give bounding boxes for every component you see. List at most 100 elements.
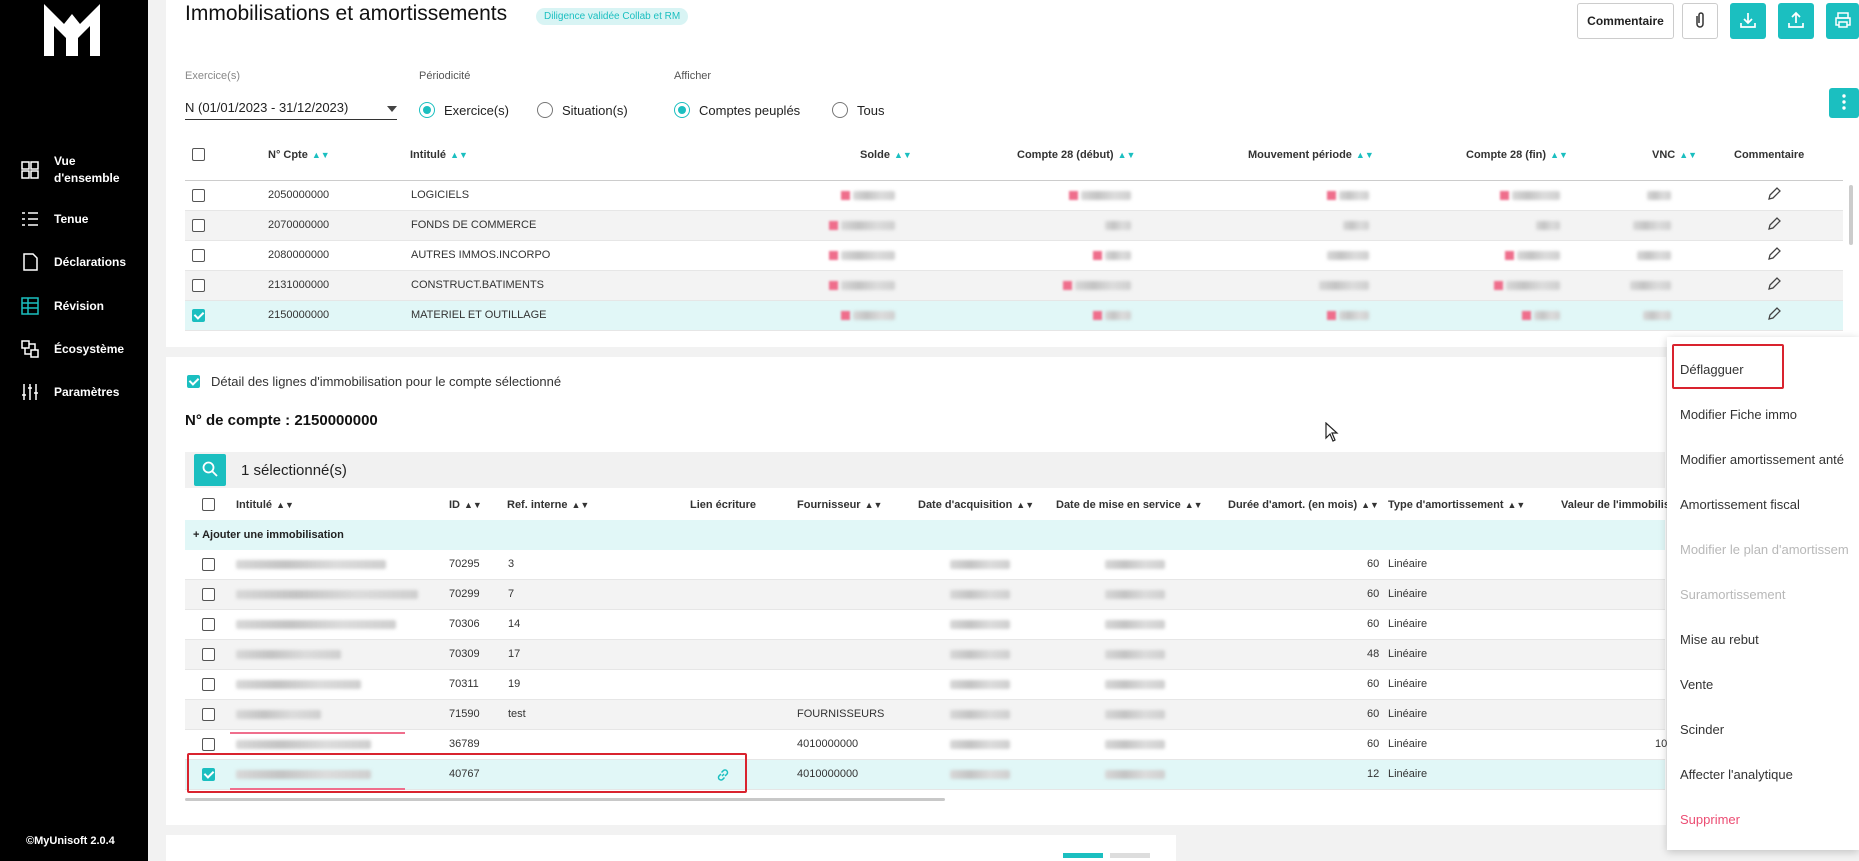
- row-checkbox[interactable]: [192, 249, 205, 262]
- select-all-accounts-checkbox[interactable]: [192, 148, 205, 161]
- row-checkbox[interactable]: [192, 219, 205, 232]
- row-checkbox[interactable]: [202, 618, 215, 631]
- immo-row[interactable]: 70311 19 60 Linéaire: [185, 670, 1665, 700]
- menu-item-modifier-amort-ante[interactable]: Modifier amortissement anté: [1680, 452, 1845, 467]
- account-row[interactable]: 2131000000 CONSTRUCT.BATIMENTS: [185, 271, 1843, 301]
- header-solde[interactable]: Solde ▲▼: [860, 149, 912, 161]
- account-row[interactable]: 2050000000 LOGICIELS: [185, 181, 1843, 211]
- sort-icon: ▲▼: [571, 500, 590, 510]
- header-intitule[interactable]: Intitulé ▲▼: [236, 499, 294, 511]
- row-checkbox[interactable]: [202, 588, 215, 601]
- immo-fournisseur: FOURNISSEURS: [797, 708, 885, 720]
- sidebar-item-revision[interactable]: Révision: [20, 296, 140, 316]
- header-date-mise-service[interactable]: Date de mise en service ▲▼: [1056, 499, 1203, 511]
- exercice-select[interactable]: N (01/01/2023 - 31/12/2023): [185, 96, 397, 120]
- sidebar-item-label: Déclarations: [54, 254, 127, 269]
- immo-row[interactable]: 70309 17 48 Linéaire: [185, 640, 1665, 670]
- link-icon[interactable]: [715, 767, 731, 786]
- row-checkbox[interactable]: [202, 708, 215, 721]
- menu-item-scinder[interactable]: Scinder: [1680, 722, 1725, 737]
- attach-button[interactable]: [1682, 3, 1718, 39]
- menu-item-vente[interactable]: Vente: [1680, 677, 1714, 692]
- account-row[interactable]: 2070000000 FONDS DE COMMERCE: [185, 211, 1843, 241]
- header-ref-interne[interactable]: Ref. interne ▲▼: [507, 499, 590, 511]
- edit-pencil-icon[interactable]: [1767, 307, 1781, 324]
- download-button[interactable]: [1730, 3, 1766, 39]
- immo-row[interactable]: 36789 4010000000 60 Linéaire 10: [185, 730, 1667, 760]
- sidebar-item-label: Écosystème: [54, 341, 125, 356]
- radio-comptes-peuples[interactable]: Comptes peuplés: [674, 102, 800, 118]
- edit-pencil-icon[interactable]: [1767, 277, 1781, 294]
- account-number: 2080000000: [268, 249, 330, 261]
- row-checkbox[interactable]: [192, 189, 205, 202]
- row-checkbox-checked[interactable]: [202, 768, 215, 781]
- radio-tous[interactable]: Tous: [832, 102, 884, 118]
- menu-item-amort-fiscal[interactable]: Amortissement fiscal: [1680, 497, 1800, 512]
- download-icon: [1739, 11, 1757, 32]
- document-icon: [20, 252, 40, 272]
- row-checkbox-checked[interactable]: [192, 309, 205, 322]
- header-id[interactable]: ID ▲▼: [449, 499, 482, 511]
- sidebar-item-declarations[interactable]: Déclarations: [20, 252, 140, 272]
- sidebar-item-ecosysteme[interactable]: Écosystème: [20, 339, 140, 359]
- sidebar-item-vue-ensemble[interactable]: Vue d'ensemble: [20, 153, 140, 187]
- immo-row[interactable]: 71590 test FOURNISSEURS 60 Linéaire: [185, 700, 1665, 730]
- row-checkbox[interactable]: [202, 648, 215, 661]
- header-num-cpte[interactable]: N° Cpte ▲▼: [268, 149, 330, 161]
- header-compte28-debut[interactable]: Compte 28 (début) ▲▼: [1017, 149, 1136, 161]
- header-type-amort[interactable]: Type d'amortissement ▲▼: [1388, 499, 1526, 511]
- row-checkbox[interactable]: [192, 279, 205, 292]
- row-checkbox[interactable]: [202, 678, 215, 691]
- horizontal-scrollbar[interactable]: [185, 798, 945, 801]
- row-checkbox[interactable]: [202, 558, 215, 571]
- header-compte28-fin[interactable]: Compte 28 (fin) ▲▼: [1466, 149, 1568, 161]
- radio-situations[interactable]: Situation(s): [537, 102, 628, 118]
- header-duree-amort[interactable]: Durée d'amort. (en mois) ▲▼: [1228, 499, 1379, 511]
- menu-item-mise-rebut[interactable]: Mise au rebut: [1680, 632, 1759, 647]
- menu-item-suramortissement: Suramortissement: [1680, 587, 1786, 602]
- row-checkbox[interactable]: [202, 738, 215, 751]
- print-button[interactable]: [1826, 3, 1859, 39]
- sidebar-item-tenue[interactable]: Tenue: [20, 209, 140, 229]
- grid-icon: [20, 160, 40, 180]
- add-immobilisation-link[interactable]: + Ajouter une immobilisation: [193, 529, 344, 541]
- detail-toggle-checkbox[interactable]: [187, 375, 200, 388]
- sort-icon: ▲▼: [276, 500, 294, 510]
- immo-row[interactable]: 70299 7 60 Linéaire: [185, 580, 1665, 610]
- menu-item-affecter-analytique[interactable]: Affecter l'analytique: [1680, 767, 1793, 782]
- pagination-inactive[interactable]: [1110, 853, 1150, 858]
- header-vnc[interactable]: VNC ▲▼: [1652, 149, 1698, 161]
- account-label: LOGICIELS: [411, 189, 470, 201]
- sort-icon: ▲▼: [864, 500, 883, 510]
- edit-pencil-icon[interactable]: [1767, 247, 1781, 264]
- header-date-acquisition[interactable]: Date d'acquisition ▲▼: [918, 499, 1035, 511]
- radio-exercices[interactable]: Exercice(s): [419, 102, 509, 118]
- more-options-button[interactable]: [1829, 88, 1859, 118]
- scrollbar[interactable]: [1849, 185, 1853, 245]
- menu-item-deflagguer[interactable]: Déflagguer: [1680, 362, 1744, 377]
- radio-empty-icon: [537, 102, 553, 118]
- account-row[interactable]: 2080000000 AUTRES IMMOS.INCORPO: [185, 241, 1843, 271]
- immo-row[interactable]: 70306 14 60 Linéaire: [185, 610, 1665, 640]
- menu-item-modifier-fiche[interactable]: Modifier Fiche immo: [1680, 407, 1798, 422]
- immo-row[interactable]: 70295 3 60 Linéaire: [185, 550, 1665, 580]
- immo-duree: 60: [1367, 558, 1380, 570]
- immo-ref: 19: [508, 678, 521, 690]
- search-button[interactable]: [194, 454, 226, 486]
- immo-ref: 7: [508, 588, 515, 600]
- edit-pencil-icon[interactable]: [1767, 217, 1781, 234]
- immo-id: 40767: [449, 768, 480, 780]
- header-fournisseur[interactable]: Fournisseur ▲▼: [797, 499, 883, 511]
- header-intitule[interactable]: Intitulé ▲▼: [410, 149, 468, 161]
- account-row-selected[interactable]: 2150000000 MATERIEL ET OUTILLAGE: [185, 301, 1843, 331]
- menu-item-supprimer[interactable]: Supprimer: [1680, 812, 1740, 827]
- immo-row-selected[interactable]: 40767 4010000000 12 Linéaire: [185, 760, 1665, 790]
- select-all-immo-checkbox[interactable]: [202, 498, 215, 511]
- immo-ref: test: [508, 708, 526, 720]
- edit-pencil-icon[interactable]: [1767, 187, 1781, 204]
- sidebar-item-parametres[interactable]: Paramètres: [20, 382, 140, 402]
- header-mouvement[interactable]: Mouvement période ▲▼: [1248, 149, 1374, 161]
- upload-button[interactable]: [1778, 3, 1814, 39]
- pagination-active[interactable]: [1063, 853, 1103, 858]
- comment-button[interactable]: Commentaire: [1577, 3, 1674, 39]
